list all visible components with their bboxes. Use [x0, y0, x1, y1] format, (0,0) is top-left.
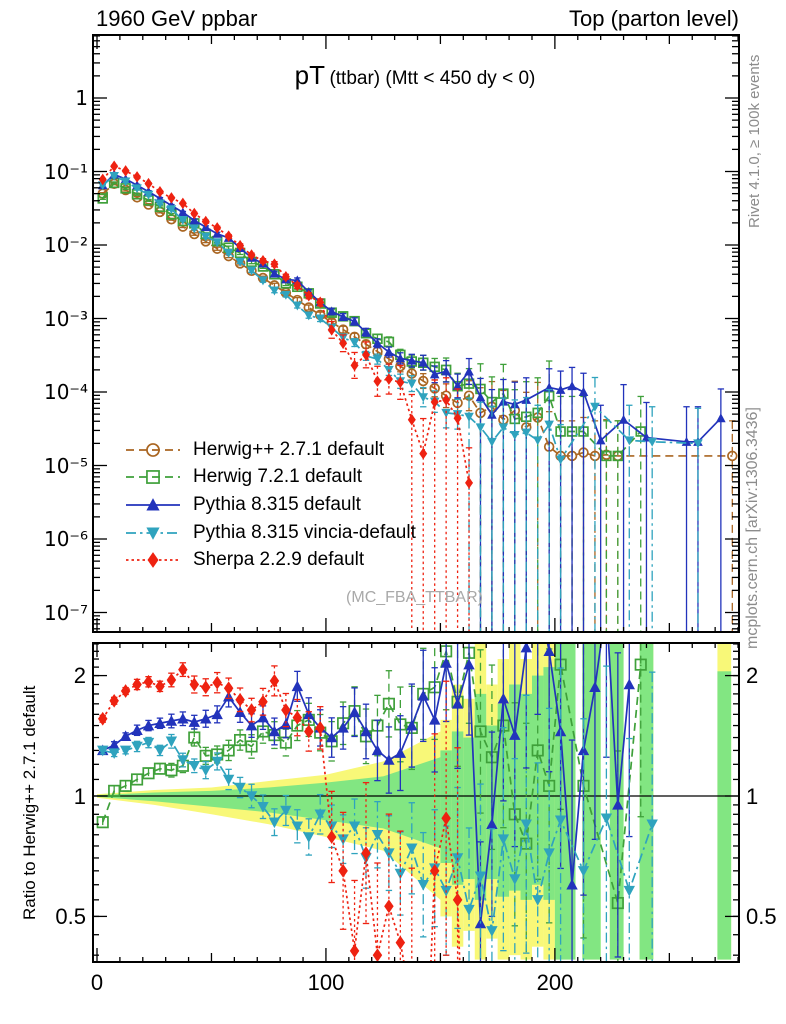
xtick-100: 100 [307, 970, 345, 995]
plot-title-sub: (ttbar) (Mtt < 450 dy < 0) [329, 68, 536, 89]
ratio-ytick-05-right: 0.5 [746, 904, 777, 929]
ratio-bands [97, 643, 732, 960]
mcplots-arxiv-note: mcplots.cern.ch [arXiv:1306.3436] [744, 407, 761, 649]
series-main-sherpa [98, 160, 474, 632]
axis-ticks [93, 35, 739, 962]
xtick-200: 200 [536, 970, 574, 995]
series-ratio-sherpa [97, 662, 463, 962]
legend-item-herwig7: Herwig 7.2.1 default [125, 464, 416, 492]
legend-label: Sherpa 2.2.9 default [193, 549, 365, 571]
legend: Herwig++ 2.7.1 default Herwig 7.2.1 defa… [125, 436, 416, 574]
ratio-ytick-2-left: 2 [73, 663, 86, 688]
analysis-header: Top (parton level) [569, 6, 739, 31]
ratio-ytick-05-left: 0.5 [55, 904, 86, 929]
plot-title-main: pT [294, 60, 325, 90]
legend-sample-pythia [125, 497, 181, 513]
main-ytick-1e-2: 10⁻² [43, 233, 88, 257]
ratio-ytick-2-right: 2 [746, 663, 759, 688]
plot-title: pT (ttbar) (Mtt < 450 dy < 0) [180, 60, 650, 91]
ratio-frame [92, 642, 740, 963]
legend-item-pythia: Pythia 8.315 default [125, 491, 416, 519]
analysis-watermark: (MC_FBA_TTBAR) [346, 589, 483, 606]
main-ytick-1e-7: 10⁻⁷ [43, 600, 88, 625]
legend-sample-herwig7 [125, 469, 181, 485]
ratio-ytick-1-right: 1 [746, 784, 759, 809]
legend-sample-herwigpp [125, 442, 181, 458]
legend-label: Pythia 8.315 vincia-default [193, 521, 416, 543]
beam-header: 1960 GeV ppbar [96, 6, 258, 31]
ratio-ytick-1-left: 1 [73, 784, 86, 809]
legend-item-herwigpp: Herwig++ 2.7.1 default [125, 436, 416, 464]
legend-sample-sherpa [125, 552, 181, 569]
legend-item-sherpa: Sherpa 2.2.9 default [125, 546, 416, 574]
xtick-0: 0 [90, 970, 104, 995]
main-ytick-1e-6: 10⁻⁶ [43, 527, 88, 551]
main-ytick-1e-4: 10⁻⁴ [43, 380, 88, 404]
main-ytick-1: 1 [75, 86, 88, 110]
legend-label: Pythia 8.315 default [193, 493, 361, 515]
legend-item-vincia: Pythia 8.315 vincia-default [125, 519, 416, 547]
rivet-version-note: Rivet 4.1.0, ≥ 100k events [746, 54, 763, 228]
main-ytick-1e-1: 10⁻¹ [43, 159, 88, 184]
legend-label: Herwig 7.2.1 default [193, 466, 362, 488]
main-ytick-1e-3: 10⁻³ [43, 306, 88, 331]
main-ytick-1e-5: 10⁻⁵ [43, 453, 88, 478]
main-frame [92, 34, 740, 633]
legend-sample-vincia [125, 525, 181, 541]
ratio-axis-label: Ratio to Herwig++ 2.7.1 default [20, 685, 39, 920]
legend-label: Herwig++ 2.7.1 default [193, 438, 385, 460]
